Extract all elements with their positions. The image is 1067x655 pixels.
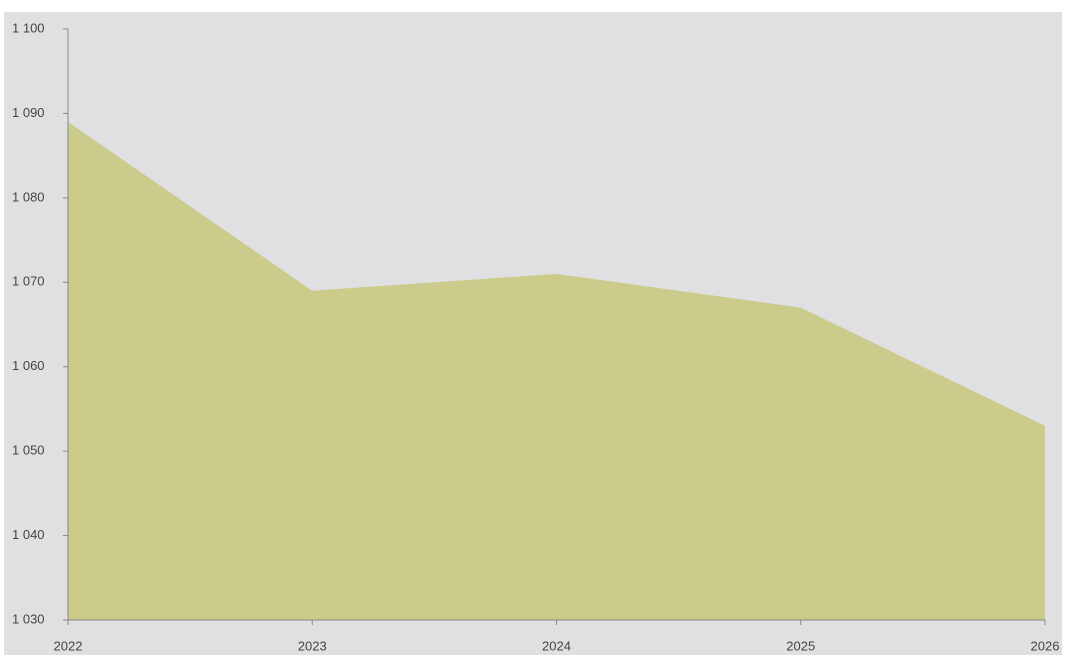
y-tick-label: 1 040	[12, 527, 45, 542]
y-tick-label: 1 030	[12, 611, 45, 626]
y-tick-label: 1 080	[12, 189, 45, 204]
x-tick-label: 2022	[54, 638, 83, 653]
y-tick-label: 1 070	[12, 274, 45, 289]
y-tick-label: 1 100	[12, 20, 45, 35]
x-tick-label: 2023	[298, 638, 327, 653]
y-tick-label: 1 050	[12, 443, 45, 458]
x-tick-label: 2025	[786, 638, 815, 653]
area	[68, 121, 1045, 620]
y-tick-label: 1 090	[12, 105, 45, 120]
y-tick-label: 1 060	[12, 358, 45, 373]
x-tick-label: 2024	[542, 638, 571, 653]
x-tick-label: 2026	[1031, 638, 1060, 653]
